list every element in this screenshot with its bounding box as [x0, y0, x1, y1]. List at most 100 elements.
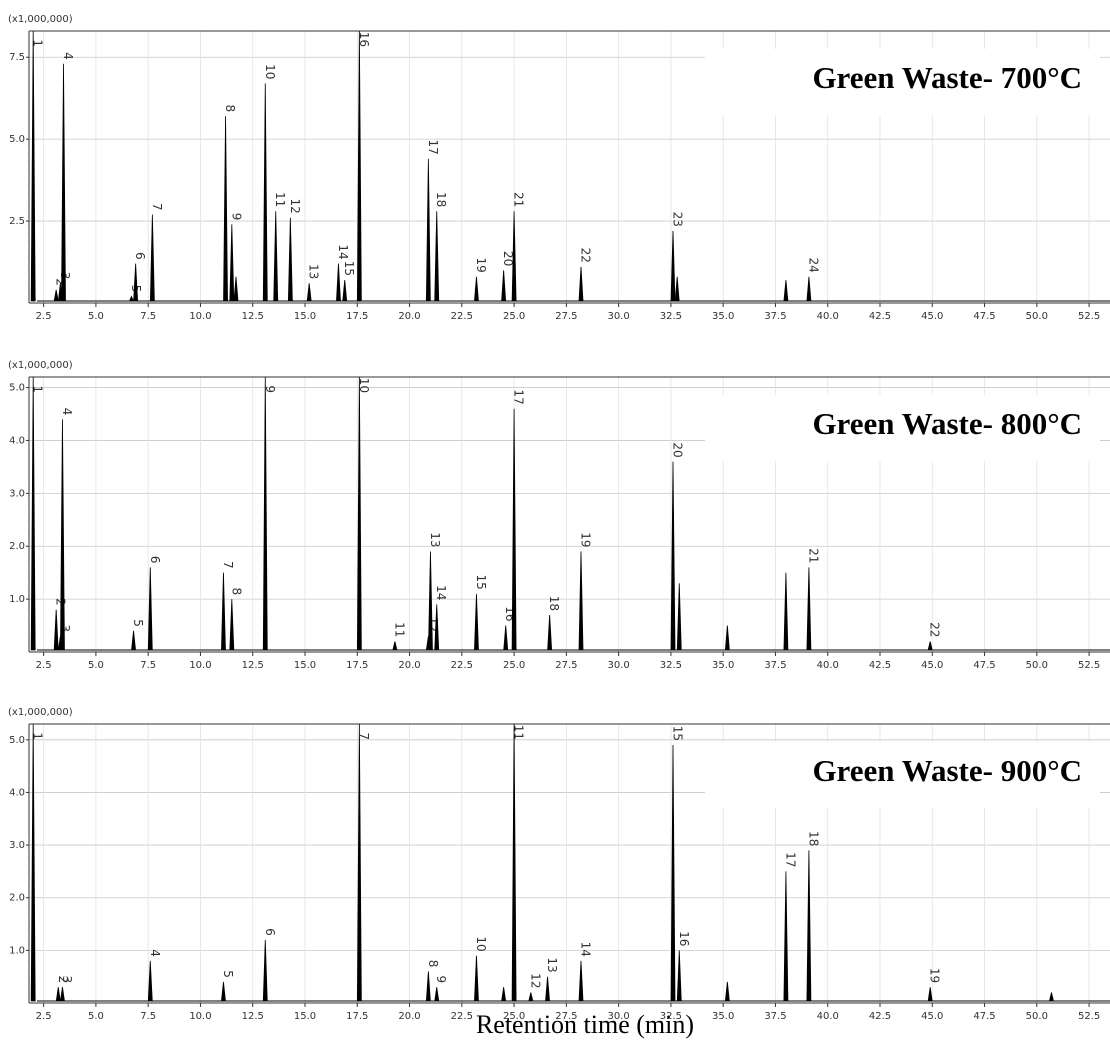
peak — [927, 987, 933, 1002]
peak-label: 20 — [501, 251, 515, 266]
x-tick-label: 50.0 — [1026, 1011, 1048, 1022]
chart-title: Green Waste- 900°C — [812, 753, 1082, 788]
y-tick-label: 2.0 — [9, 893, 25, 904]
y-tick-label: 7.5 — [9, 52, 25, 63]
peak — [262, 939, 268, 1002]
peak — [306, 283, 312, 302]
peak-label: 10 — [474, 936, 488, 951]
x-tick-label: 40.0 — [817, 1011, 839, 1022]
peak — [927, 641, 933, 651]
peak-label: 19 — [928, 968, 942, 983]
peak-label: 1 — [31, 39, 45, 47]
peak — [356, 376, 362, 651]
x-tick-label: 12.5 — [242, 1011, 264, 1022]
peak-label: 21 — [806, 548, 820, 563]
peak-label: 18 — [806, 831, 820, 846]
peak — [578, 960, 584, 1002]
peak-label: 2 — [56, 976, 70, 984]
y-multiplier: (x1,000,000) — [8, 360, 73, 371]
x-tick-label: 32.5 — [660, 311, 682, 322]
peak — [60, 419, 65, 651]
peak — [578, 551, 584, 651]
peak — [806, 276, 812, 302]
y-tick-label: 3.0 — [9, 840, 25, 851]
x-tick-label: 2.5 — [36, 311, 52, 322]
peak-label: 5 — [221, 970, 235, 978]
x-tick-label: 2.5 — [36, 1011, 52, 1022]
peak — [474, 276, 479, 302]
peak — [147, 960, 153, 1002]
x-tick-label: 37.5 — [764, 1011, 786, 1022]
peak — [53, 289, 59, 302]
x-tick-label: 45.0 — [921, 1011, 943, 1022]
x-tick-label: 5.0 — [88, 1011, 104, 1022]
peak — [528, 992, 534, 1002]
peak — [233, 276, 239, 302]
y-tick-label: 1.0 — [9, 594, 25, 605]
x-tick-label: 25.0 — [503, 1011, 525, 1022]
peak — [434, 604, 440, 651]
peak — [501, 987, 507, 1002]
peak-label: 10 — [263, 64, 277, 79]
x-tick-label: 10.0 — [189, 311, 211, 322]
title-background — [705, 49, 1100, 115]
peak — [501, 270, 507, 302]
y-tick-label: 3.0 — [9, 488, 25, 499]
peak — [30, 30, 36, 302]
peak — [511, 408, 517, 651]
x-tick-label: 12.5 — [242, 660, 264, 671]
x-tick-label: 45.0 — [921, 660, 943, 671]
peak-label: 3 — [58, 624, 72, 632]
peak-label: 9 — [229, 213, 243, 221]
peak-label: 14 — [336, 244, 350, 259]
x-tick-label: 47.5 — [973, 1011, 995, 1022]
x-tick-label: 17.5 — [346, 1011, 368, 1022]
peak — [434, 987, 440, 1002]
x-tick-label: 42.5 — [869, 660, 891, 671]
x-tick-label: 22.5 — [451, 660, 473, 671]
x-tick-label: 15.0 — [294, 660, 316, 671]
peak — [131, 630, 136, 651]
peak-label: 22 — [928, 622, 942, 637]
peak-label: 17 — [783, 852, 797, 867]
chart-title: Green Waste- 800°C — [812, 406, 1082, 441]
peak — [273, 211, 279, 302]
peak-label: 18 — [434, 192, 448, 207]
peak-label: 13 — [545, 957, 559, 972]
peak — [425, 971, 431, 1002]
x-tick-label: 37.5 — [764, 311, 786, 322]
x-tick-label: 32.5 — [660, 1011, 682, 1022]
x-tick-label: 52.5 — [1078, 311, 1100, 322]
peak — [724, 625, 730, 651]
peak-label: 19 — [579, 532, 593, 547]
y-tick-label: 5.0 — [9, 134, 25, 145]
y-tick-label: 5.0 — [9, 735, 25, 746]
peak — [674, 276, 680, 302]
peak — [428, 551, 433, 651]
peak-label: 12 — [528, 973, 542, 988]
peak-label: 19 — [474, 258, 488, 273]
peak-label: 1 — [31, 385, 45, 393]
peak — [356, 723, 362, 1002]
x-tick-label: 30.0 — [608, 660, 630, 671]
x-tick-label: 47.5 — [973, 311, 995, 322]
peak-label: 13 — [428, 532, 442, 547]
x-tick-label: 27.5 — [555, 1011, 577, 1022]
x-tick-label: 10.0 — [189, 1011, 211, 1022]
peak — [1048, 992, 1054, 1002]
x-tick-label: 20.0 — [398, 660, 420, 671]
x-tick-label: 42.5 — [869, 311, 891, 322]
x-tick-label: 20.0 — [398, 311, 420, 322]
peak-label: 4 — [148, 949, 162, 957]
peak-label: 9 — [263, 385, 277, 393]
x-tick-label: 45.0 — [921, 311, 943, 322]
x-tick-label: 7.5 — [140, 311, 156, 322]
peak — [356, 30, 362, 302]
peak-label: 4 — [61, 52, 75, 60]
peak — [30, 723, 36, 1002]
x-tick-label: 2.5 — [36, 660, 52, 671]
peak — [30, 376, 36, 651]
peak — [392, 641, 398, 651]
peak-label: 14 — [579, 942, 593, 957]
x-tick-label: 15.0 — [294, 1011, 316, 1022]
